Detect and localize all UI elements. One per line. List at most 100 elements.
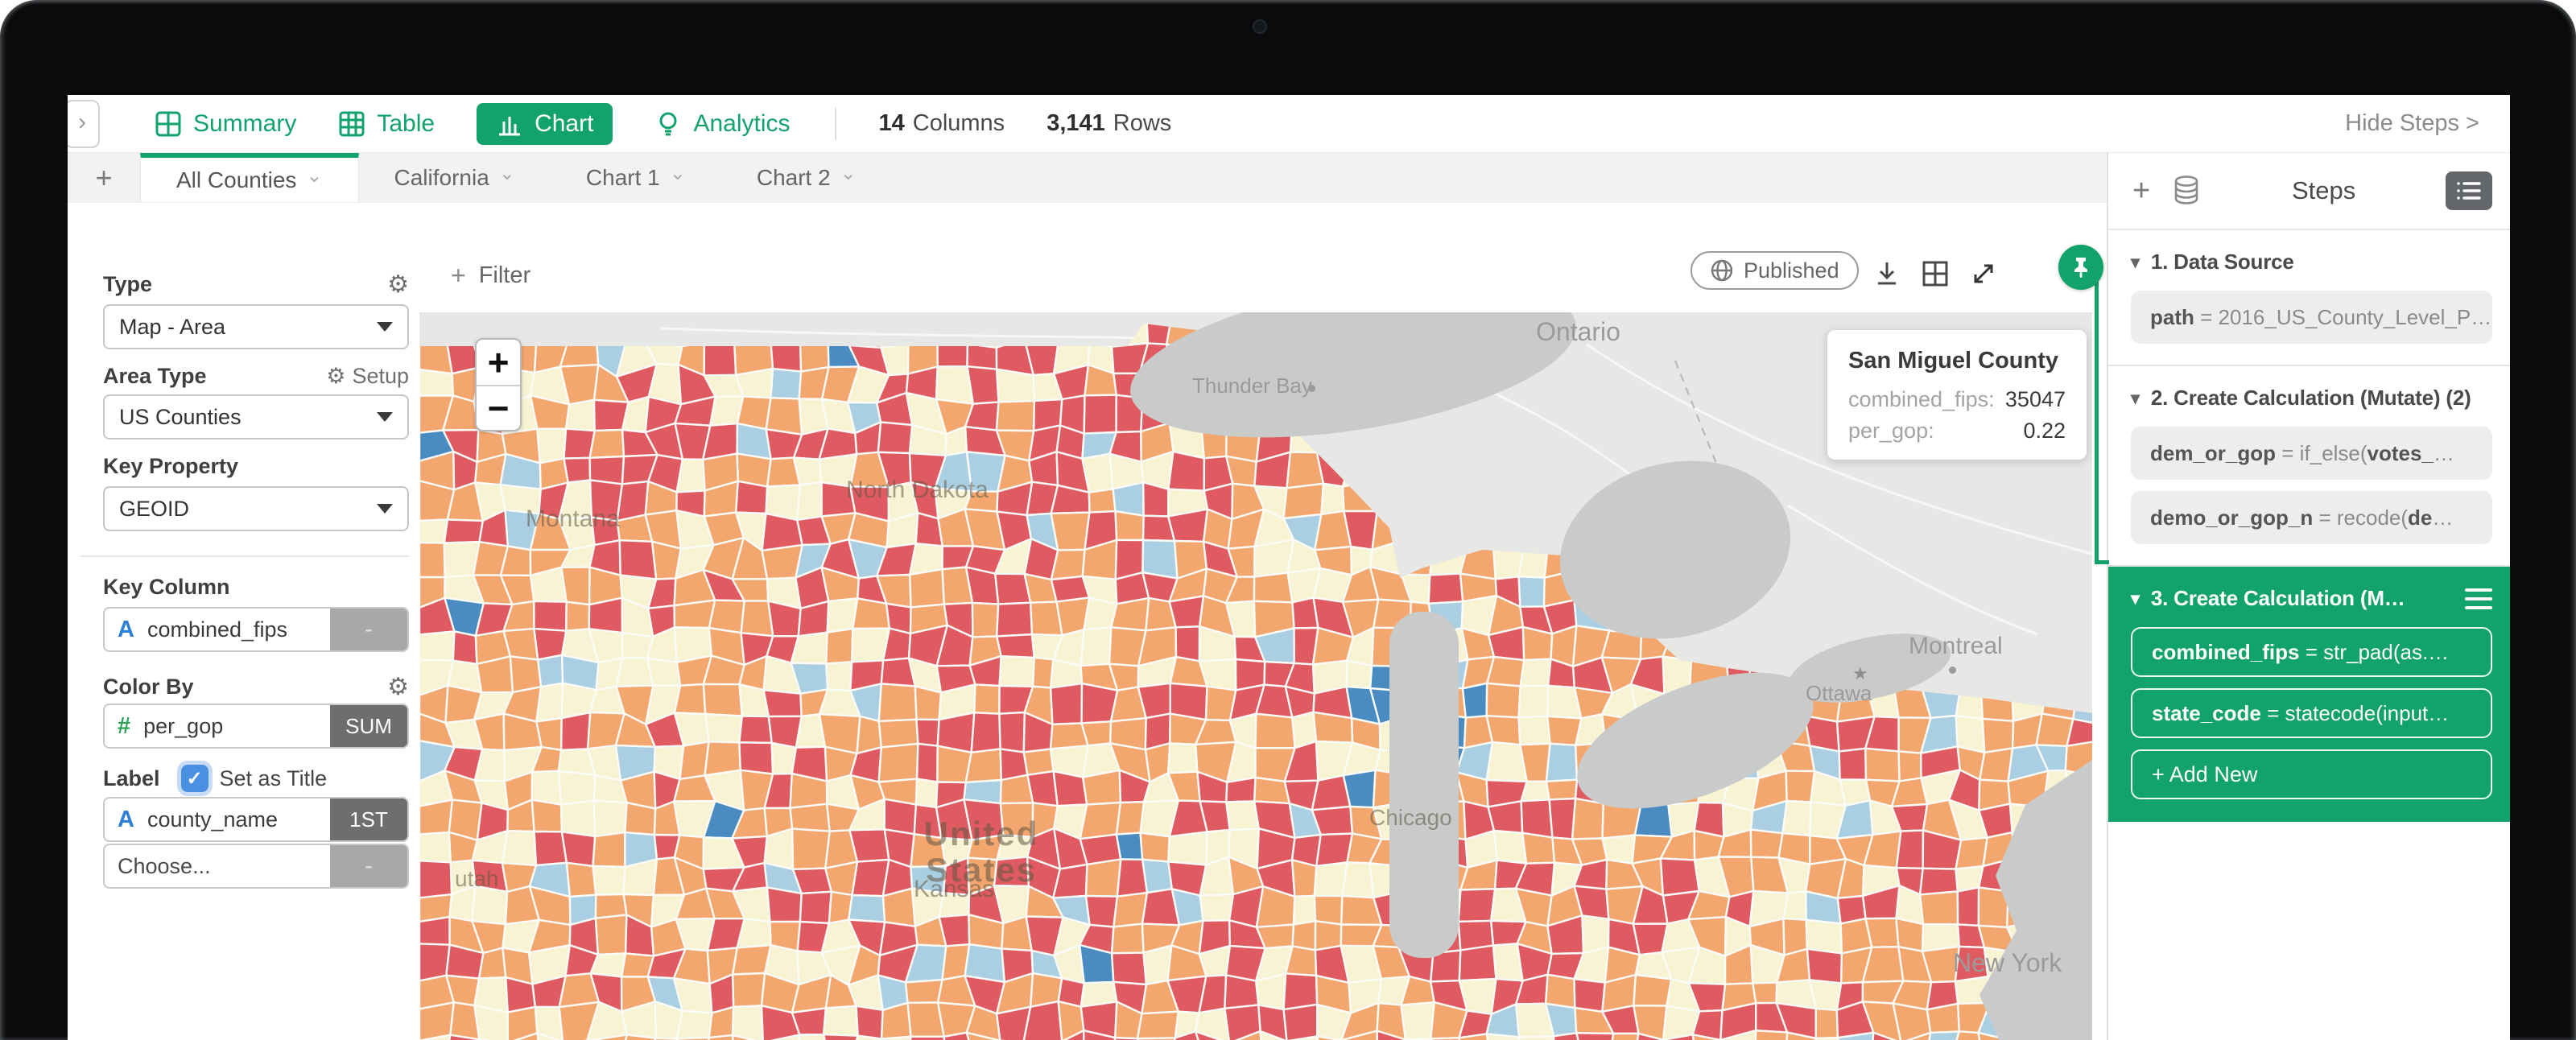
caret-down-icon[interactable] xyxy=(2131,588,2140,609)
map-place-label: Thunder Bay xyxy=(1192,373,1312,398)
map-place-label: Kansas xyxy=(914,876,995,902)
doc-tab-all-counties[interactable]: All Counties ⌄ xyxy=(140,153,359,202)
choropleth-map[interactable]: Ontario Thunder Bay Montreal Ottawa Chicago N… xyxy=(419,312,2092,1040)
caret-down-icon[interactable] xyxy=(2131,388,2140,409)
step-2-create-calculation[interactable]: 2. Create Calculation (Mutate) (2) dem_o… xyxy=(2108,366,2510,567)
download-icon xyxy=(1878,262,1896,285)
choose-column-field[interactable]: Choose... - xyxy=(103,844,409,889)
label-label: Label xyxy=(103,766,160,790)
map-place-label: Ottawa xyxy=(1806,681,1872,705)
type-select[interactable]: Map - Area xyxy=(103,304,409,349)
step-pill[interactable]: combined_fips = str_pad(as.… xyxy=(2131,627,2492,677)
grid-icon xyxy=(1922,261,1948,287)
database-icon[interactable] xyxy=(2171,175,2202,207)
add-filter-button[interactable]: + Filter xyxy=(451,261,531,290)
doc-tab-california[interactable]: California ⌄ xyxy=(394,163,515,190)
map-place-label: Montana xyxy=(526,506,620,532)
tab-chart[interactable]: Chart xyxy=(477,102,613,145)
doc-tab-chart-1[interactable]: Chart 1 ⌄ xyxy=(585,163,686,190)
step-pill[interactable]: demo_or_gop_n = recode(de… xyxy=(2131,491,2492,544)
tab-summary[interactable]: Summary xyxy=(155,103,296,145)
text-column-icon: A xyxy=(118,616,134,642)
hide-steps-button[interactable]: Hide Steps > xyxy=(2345,110,2479,136)
pin-chart-button[interactable] xyxy=(2058,245,2103,290)
capital-star-icon xyxy=(1852,663,1868,684)
city-dot-icon xyxy=(1949,667,1956,674)
rows-count: 3,141 Rows xyxy=(1046,110,1172,136)
steps-list-button[interactable] xyxy=(2446,171,2492,210)
step-3-create-calculation-active[interactable]: 3. Create Calculation (M… combined_fips … xyxy=(2108,567,2510,822)
published-badge[interactable]: Published xyxy=(1690,251,1859,290)
grid-view-button[interactable] xyxy=(1919,258,1953,290)
add-tab-button[interactable]: + xyxy=(95,160,113,194)
download-button[interactable] xyxy=(1871,258,1905,290)
map-place-label: Ontario xyxy=(1536,317,1620,346)
caret-down-icon xyxy=(377,322,393,332)
pushpin-icon xyxy=(2074,258,2087,278)
map-place-label: utah xyxy=(455,866,499,891)
add-new-calculation-button[interactable]: + Add New xyxy=(2131,749,2492,799)
summary-icon xyxy=(155,111,181,136)
globe-icon xyxy=(1711,259,1733,282)
key-property-label: Key Property xyxy=(103,454,239,478)
list-icon xyxy=(2457,182,2481,200)
map-place-label: Montreal xyxy=(1909,633,2003,659)
type-label: Type xyxy=(103,272,153,296)
zoom-out-button[interactable]: − xyxy=(477,385,520,430)
step-pill[interactable]: dem_or_gop = if_else(votes_… xyxy=(2131,427,2492,480)
color-by-label: Color By xyxy=(103,675,194,699)
toolbar-divider xyxy=(835,107,837,140)
map-place-label: Chicago xyxy=(1369,805,1452,830)
area-type-select[interactable]: US Counties xyxy=(103,394,409,440)
zoom-in-button[interactable]: + xyxy=(477,340,520,385)
tab-analytics[interactable]: Analytics xyxy=(654,103,790,145)
map-tooltip: San Miguel County combined_fips: 35047 p… xyxy=(1827,330,2087,460)
aggregation-badge[interactable]: SUM xyxy=(330,705,407,747)
aggregation-badge[interactable]: - xyxy=(330,845,407,887)
set-as-title-label: Set as Title xyxy=(219,766,328,790)
add-step-button[interactable]: + xyxy=(2132,173,2151,208)
tab-summary-label: Summary xyxy=(193,109,297,137)
sidebar-divider xyxy=(80,555,409,557)
view-switcher: Summary Table Chart Analytics xyxy=(155,102,790,145)
collapse-panel-button[interactable] xyxy=(68,100,100,148)
aggregation-badge[interactable]: 1ST xyxy=(330,799,407,840)
step-pill[interactable]: state_code = statecode(input… xyxy=(2131,688,2492,738)
color-by-field[interactable]: # per_gop SUM xyxy=(103,704,409,749)
gear-icon: ⚙ xyxy=(326,364,346,388)
gear-icon[interactable]: ⚙ xyxy=(387,271,409,298)
steps-header: + Steps xyxy=(2108,153,2510,230)
caret-down-icon[interactable] xyxy=(2131,252,2140,273)
expand-button[interactable] xyxy=(1967,258,2001,290)
chart-icon xyxy=(499,116,521,135)
setup-button[interactable]: ⚙ Setup xyxy=(326,364,409,388)
pin-connector-line xyxy=(2095,560,2109,564)
tooltip-row: per_gop: 0.22 xyxy=(1848,419,2066,443)
tooltip-row: combined_fips: 35047 xyxy=(1848,387,2066,411)
key-property-select[interactable]: GEOID xyxy=(103,486,409,531)
map-place-label: New York xyxy=(1953,948,2062,977)
map-place-label: United States xyxy=(923,815,1039,889)
table-icon xyxy=(339,111,365,136)
lightbulb-icon xyxy=(659,112,677,135)
step-pill[interactable]: path = 2016_US_County_Level_P… xyxy=(2131,291,2492,344)
doc-tab-chart-2[interactable]: Chart 2 ⌄ xyxy=(756,163,857,190)
area-type-label: Area Type xyxy=(103,364,207,388)
set-as-title-checkbox[interactable] xyxy=(180,765,208,792)
columns-count: 14 Columns xyxy=(878,110,1005,136)
label-field[interactable]: A county_name 1ST xyxy=(103,797,409,842)
tab-table[interactable]: Table xyxy=(338,103,435,145)
app-window: Summary Table Chart Analytics xyxy=(68,95,2510,1040)
aggregation-badge[interactable]: - xyxy=(330,609,407,650)
step-1-data-source[interactable]: 1. Data Source path = 2016_US_County_Lev… xyxy=(2108,230,2510,366)
caret-down-icon xyxy=(377,504,393,514)
key-column-field[interactable]: A combined_fips - xyxy=(103,607,409,652)
webcam-icon xyxy=(1253,19,1267,34)
tooltip-title: San Miguel County xyxy=(1848,348,2058,373)
gear-icon[interactable]: ⚙ xyxy=(387,674,409,700)
map-place-label: North Dakota xyxy=(846,477,989,503)
step-menu-icon[interactable] xyxy=(2465,588,2492,609)
text-column-icon: A xyxy=(118,806,134,832)
